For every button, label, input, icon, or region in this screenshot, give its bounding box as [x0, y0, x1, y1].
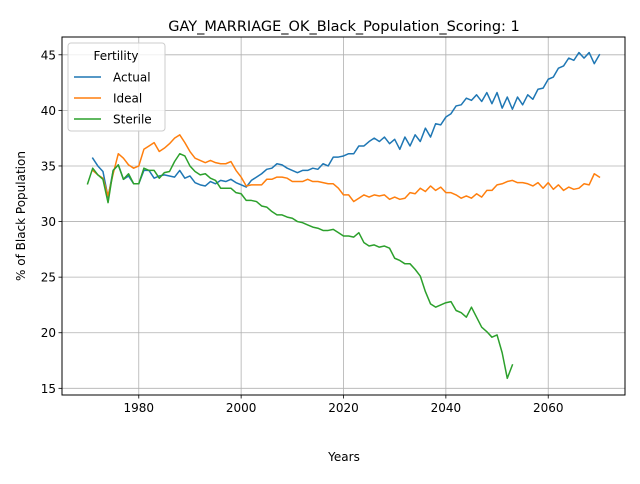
grid-lines — [62, 37, 625, 395]
series-lines — [86, 51, 601, 380]
x-tick-label: 1980 — [123, 401, 154, 415]
y-tick-label: 40 — [41, 104, 56, 118]
legend-label-actual: Actual — [113, 71, 151, 85]
y-tick-label: 35 — [41, 159, 56, 173]
legend-label-sterile: Sterile — [113, 113, 152, 127]
legend-box — [67, 42, 166, 132]
legend-label-ideal: Ideal — [113, 92, 142, 106]
legend-title: Fertility — [93, 49, 138, 63]
y-tick-label: 30 — [41, 215, 56, 229]
series-line-actual — [91, 51, 601, 198]
x-tick-label: 2000 — [226, 401, 257, 415]
y-tick-label: 15 — [41, 382, 56, 396]
series-line-ideal — [91, 134, 601, 203]
chart-title: GAY_MARRIAGE_OK_Black_Population_Scoring… — [168, 19, 520, 35]
x-axis-label: Years — [327, 450, 360, 464]
legend-entries: Actual Ideal Sterile — [74, 71, 152, 127]
x-tick-label: 2020 — [328, 401, 359, 415]
x-tick-label: 2040 — [431, 401, 462, 415]
x-tick-label: 2060 — [533, 401, 564, 415]
series-line-sterile — [86, 152, 514, 380]
y-axis-label: % of Black Population — [14, 151, 28, 281]
y-tick-label: 25 — [41, 271, 56, 285]
legend: Fertility Actual Ideal Sterile — [67, 42, 166, 132]
axis-ticks: 1980 2000 2020 2040 2060 15 20 25 30 35 40 45 — [41, 48, 564, 415]
y-tick-label: 45 — [41, 48, 56, 62]
y-tick-label: 20 — [41, 326, 56, 340]
